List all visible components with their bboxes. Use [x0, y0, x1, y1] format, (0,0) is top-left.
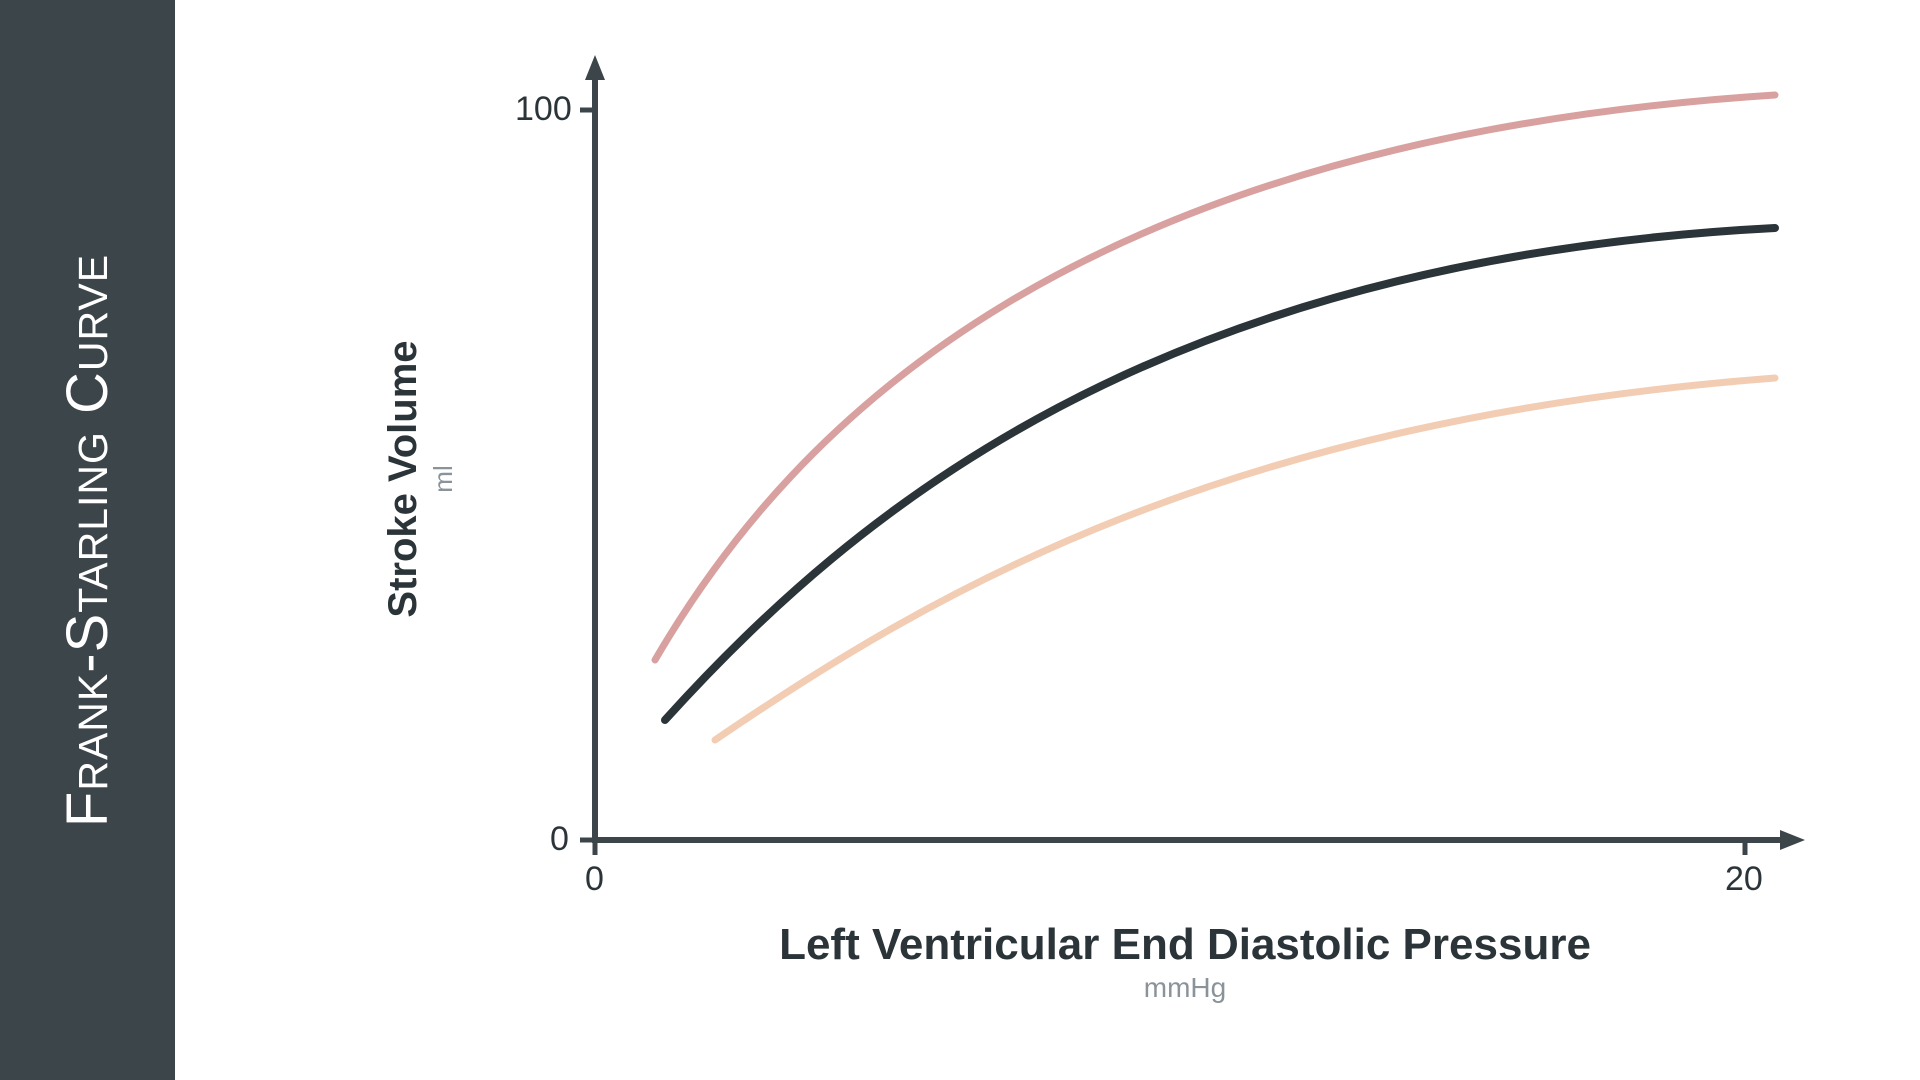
x-axis-unit: mmHg [595, 972, 1775, 1004]
sidebar: Frank-Starling Curve [0, 0, 175, 1080]
x-axis [592, 830, 1805, 855]
curve-upper [655, 95, 1775, 660]
y-axis [580, 55, 605, 843]
curve-normal [665, 228, 1775, 720]
y-axis-label: Stroke Volume [381, 279, 426, 679]
x-tick-20: 20 [1725, 860, 1763, 899]
y-axis-label-group: Stroke Volume ml [381, 279, 459, 679]
y-axis-unit: ml [428, 279, 459, 679]
x-tick-0: 0 [585, 860, 604, 899]
chart-area: 100 0 0 20 Stroke Volume ml Left Ventric… [175, 0, 1920, 1080]
curve-lower [715, 378, 1775, 740]
sidebar-title: Frank-Starling Curve [54, 253, 121, 826]
curves [655, 95, 1775, 740]
y-tick-100: 100 [515, 90, 572, 129]
y-tick-0: 0 [550, 820, 569, 859]
x-axis-label: Left Ventricular End Diastolic Pressure [595, 920, 1775, 970]
x-axis-label-group: Left Ventricular End Diastolic Pressure … [595, 920, 1775, 1004]
